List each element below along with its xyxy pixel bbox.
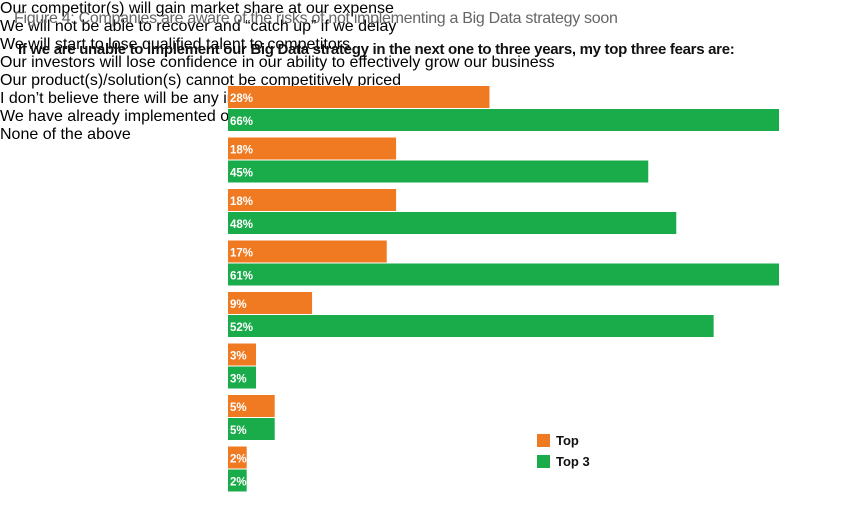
value-label: 5% — [230, 402, 247, 414]
bar — [228, 212, 677, 234]
bar — [228, 86, 490, 108]
chart-title: Figure 4: Companies are aware of the ris… — [14, 10, 618, 27]
bar — [228, 418, 275, 440]
bar — [228, 366, 257, 389]
bar — [228, 446, 247, 469]
chart-subtitle: If we are unable to implement our Big Da… — [18, 41, 735, 58]
category-label: We will start to lose qualified talent t… — [0, 36, 351, 53]
bar — [228, 263, 779, 286]
value-label: 9% — [230, 299, 247, 311]
legend-label: Top 3 — [556, 454, 590, 469]
bar — [228, 469, 247, 492]
value-label: 2% — [230, 454, 247, 466]
category-label: Our competitor(s) will gain market share… — [0, 0, 394, 17]
value-label: 3% — [230, 374, 247, 386]
value-label: 28% — [230, 93, 253, 105]
value-label: 66% — [230, 116, 253, 128]
value-label: 5% — [230, 425, 247, 437]
category-label: None of the above — [0, 126, 131, 143]
value-label: 17% — [230, 248, 253, 260]
bar — [228, 292, 313, 314]
bar — [228, 315, 714, 337]
value-label: 2% — [230, 477, 247, 489]
category-label: Our investors will lose confidence in ou… — [0, 54, 555, 71]
bar — [228, 137, 397, 160]
legend-swatch — [537, 455, 550, 468]
value-label: 52% — [230, 322, 253, 334]
bar — [228, 343, 257, 366]
value-label: 45% — [230, 168, 253, 180]
value-label: 61% — [230, 271, 253, 283]
bar — [228, 395, 275, 417]
category-label: We will not be able to recover and “catc… — [0, 18, 397, 35]
legend-swatch — [537, 434, 550, 447]
bar — [228, 189, 397, 211]
legend-label: Top — [556, 433, 579, 448]
value-label: 48% — [230, 219, 253, 231]
bar — [228, 240, 387, 263]
category-label: Our product(s)/solution(s) cannot be com… — [0, 72, 402, 89]
bar — [228, 109, 779, 131]
value-label: 18% — [230, 196, 253, 208]
value-label: 3% — [230, 351, 247, 363]
category-label: I don’t believe there will be any impact — [0, 90, 271, 107]
value-label: 18% — [230, 145, 253, 157]
bar — [228, 160, 649, 183]
